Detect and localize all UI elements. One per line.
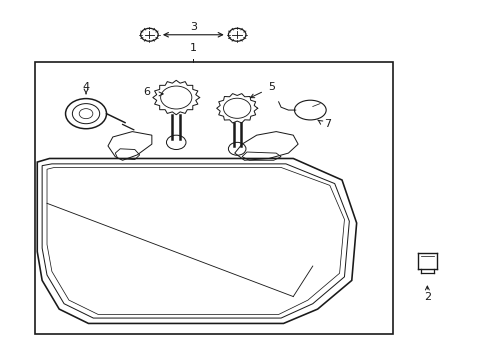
Text: 2: 2	[423, 292, 430, 302]
Text: 4: 4	[82, 82, 89, 93]
Text: 6: 6	[143, 87, 150, 97]
Text: 5: 5	[267, 82, 274, 92]
Bar	[35, 62, 392, 334]
Text: 3: 3	[189, 22, 196, 32]
Text: 1: 1	[189, 43, 196, 53]
Text: 7: 7	[323, 120, 330, 129]
